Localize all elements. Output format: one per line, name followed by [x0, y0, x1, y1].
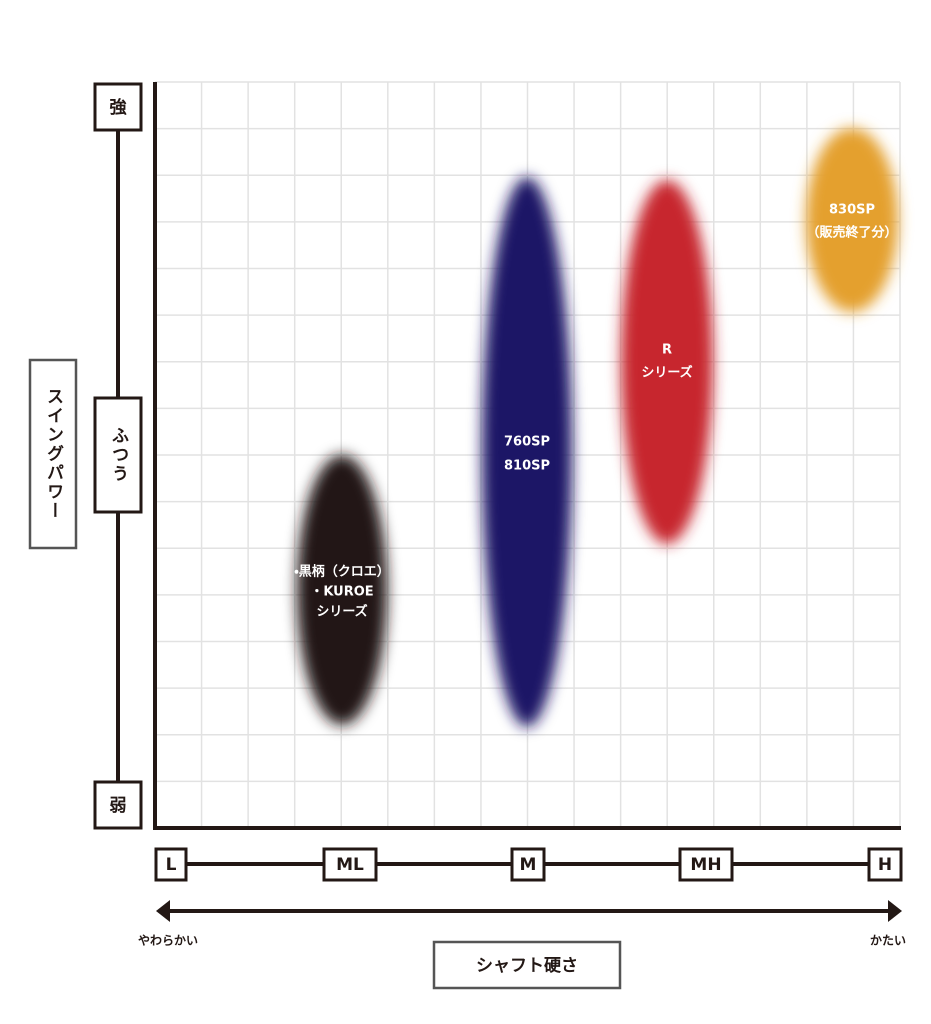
soft-label: やわらかい — [138, 934, 198, 948]
arrow-head — [888, 900, 902, 922]
blob — [482, 177, 572, 727]
blob-label: R — [662, 343, 672, 358]
blob-label: シリーズ — [316, 604, 367, 620]
title-box — [432, 940, 622, 990]
level-box — [154, 847, 188, 882]
blob-label: 810SP — [504, 459, 550, 474]
arrow-head — [156, 900, 170, 922]
hard-label: かたい — [870, 934, 906, 948]
level-box — [510, 847, 546, 882]
blob-label: ・KUROE — [310, 585, 373, 600]
level-box — [322, 847, 378, 882]
x-levels: L ML M MH H — [154, 847, 903, 882]
y-level: ふつう — [108, 427, 129, 484]
y-level: 強 — [110, 97, 128, 118]
x-level: L — [166, 855, 177, 875]
level-box — [93, 780, 143, 830]
title-box — [28, 358, 78, 550]
blob-label: シリーズ — [641, 365, 692, 381]
y-axis-title: スイングパワー — [43, 388, 64, 521]
blob — [806, 128, 898, 312]
x-level: M — [520, 855, 537, 875]
y-level: 弱 — [110, 796, 127, 816]
level-box — [93, 396, 143, 514]
x-level: MH — [690, 855, 721, 875]
blob-label: 760SP — [504, 435, 550, 450]
level-box — [678, 847, 734, 882]
blob-label: ・黒柄（クロエ） — [294, 564, 389, 580]
blob-label: （販売終了分） — [806, 225, 897, 241]
x-level: H — [878, 855, 892, 875]
x-level: ML — [336, 855, 364, 875]
blob — [297, 455, 387, 725]
level-box — [867, 847, 903, 882]
level-box — [93, 82, 143, 132]
x-axis-title: シャフト硬さ — [476, 956, 578, 976]
blob-label: 830SP — [829, 203, 875, 218]
blob — [621, 180, 713, 544]
